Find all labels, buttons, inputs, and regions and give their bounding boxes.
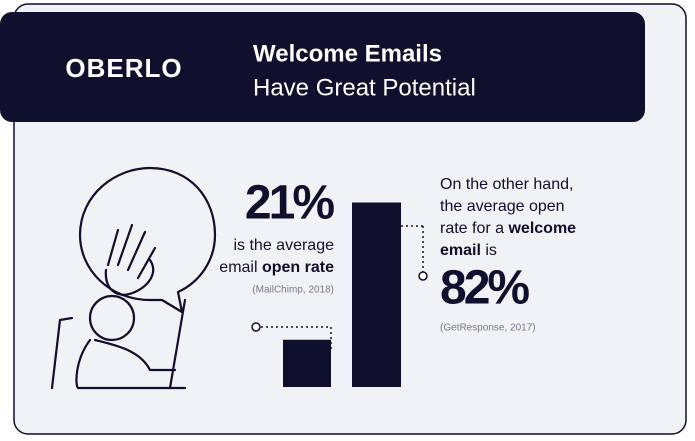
source: (GetResponse, 2017) [440, 323, 536, 334]
value-label: 82% [440, 262, 529, 315]
connector-dot [418, 271, 428, 281]
note-bold: open rate [262, 259, 334, 276]
note-bold: welcome [507, 220, 576, 237]
value-label: 21% [245, 177, 334, 230]
note-text: is the average [233, 237, 334, 254]
note-text: On the other hand, [440, 176, 573, 193]
note-line: email is [440, 242, 497, 259]
note-text: the average open [440, 198, 565, 215]
bar [283, 339, 331, 387]
connector-dot [251, 322, 261, 332]
note-text: email [219, 259, 262, 276]
subtitle: Have Great Potential [253, 74, 476, 101]
note-text: is [481, 242, 497, 259]
header [0, 12, 645, 122]
note-line: is the average [233, 237, 334, 254]
illustration [50, 166, 217, 390]
note-line: On the other hand, [440, 176, 573, 193]
note-text: rate for a [440, 220, 508, 237]
title: Welcome Emails [253, 40, 442, 67]
brand: OBERLO [65, 53, 182, 83]
bar [352, 202, 401, 387]
note-line: email open rate [219, 259, 334, 276]
note-bold: email [440, 242, 481, 259]
note-line: the average open [440, 198, 565, 215]
source: (MailChimp, 2018) [252, 285, 334, 296]
note-line: rate for a welcome [440, 220, 576, 237]
